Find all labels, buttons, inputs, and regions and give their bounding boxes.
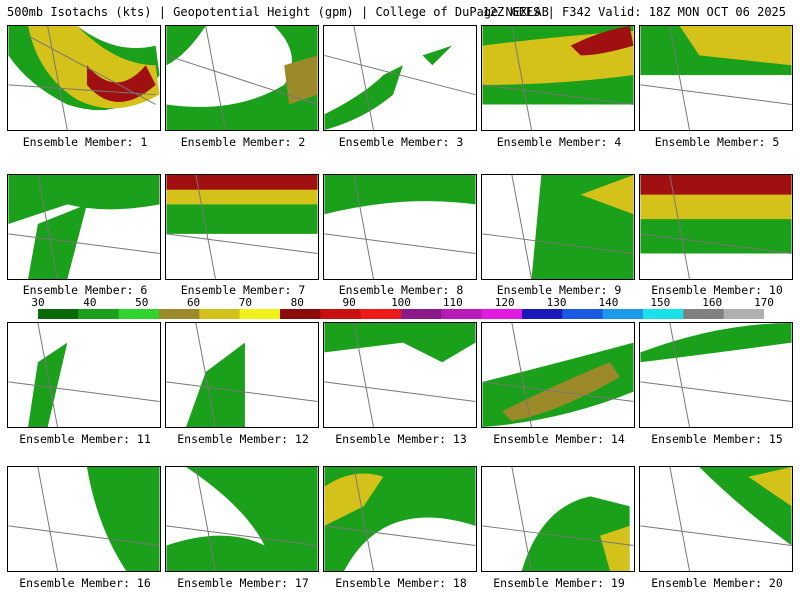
colorbar-tick-label: 70 bbox=[238, 296, 253, 309]
caption-4: Ensemble Member: 4 bbox=[496, 135, 622, 149]
header: 500mb Isotachs (kts) | Geopotential Heig… bbox=[0, 0, 800, 22]
map-panel-2[interactable] bbox=[165, 25, 319, 131]
colorbar-tick-label: 90 bbox=[342, 296, 356, 309]
map-panel-4[interactable] bbox=[481, 25, 635, 131]
caption-15: Ensemble Member: 15 bbox=[651, 432, 783, 446]
colorbar-swatch bbox=[199, 309, 241, 319]
map-panel-6[interactable] bbox=[7, 174, 161, 280]
colorbar-swatch bbox=[239, 309, 281, 319]
colorbar-swatch bbox=[280, 309, 321, 319]
caption-9: Ensemble Member: 9 bbox=[496, 283, 622, 297]
map-panel-16[interactable] bbox=[7, 466, 161, 572]
colorbar-tick-label: 50 bbox=[135, 296, 149, 309]
colorbar-swatch bbox=[643, 309, 684, 319]
map-panel-5[interactable] bbox=[639, 25, 793, 131]
map-panel-7[interactable] bbox=[165, 174, 319, 280]
caption-6: Ensemble Member: 6 bbox=[22, 283, 148, 297]
colorbar-swatch bbox=[118, 309, 160, 319]
colorbar-swatch bbox=[38, 309, 79, 319]
colorbar-swatch bbox=[522, 309, 563, 319]
caption-12: Ensemble Member: 12 bbox=[177, 432, 309, 446]
map-panel-13[interactable] bbox=[323, 322, 477, 428]
title-left: 500mb Isotachs (kts) | Geopotential Heig… bbox=[7, 5, 549, 19]
map-panel-14[interactable] bbox=[481, 322, 635, 428]
colorbar-tick-label: 120 bbox=[494, 296, 515, 309]
caption-19: Ensemble Member: 19 bbox=[493, 576, 625, 590]
colorbar-tick-label: 110 bbox=[442, 296, 463, 309]
map-panel-1[interactable] bbox=[7, 25, 161, 131]
caption-17: Ensemble Member: 17 bbox=[177, 576, 309, 590]
colorbar-swatch bbox=[562, 309, 604, 319]
caption-1: Ensemble Member: 1 bbox=[22, 135, 148, 149]
map-panel-10[interactable] bbox=[639, 174, 793, 280]
colorbar-tick-label: 170 bbox=[754, 296, 774, 309]
map-panel-18[interactable] bbox=[323, 466, 477, 572]
colorbar-tick-label: 130 bbox=[546, 296, 567, 309]
colorbar-tick-label: 40 bbox=[83, 296, 97, 309]
map-panel-11[interactable] bbox=[7, 322, 161, 428]
colorbar-swatch bbox=[159, 309, 200, 319]
caption-18: Ensemble Member: 18 bbox=[335, 576, 467, 590]
map-panel-15[interactable] bbox=[639, 322, 793, 428]
map-panel-9[interactable] bbox=[481, 174, 635, 280]
caption-2: Ensemble Member: 2 bbox=[180, 135, 306, 149]
colorbar-tick-label: 160 bbox=[702, 296, 723, 309]
colorbar-tick-label: 140 bbox=[598, 296, 619, 309]
colorbar bbox=[38, 309, 764, 319]
colorbar-tick-label: 80 bbox=[290, 296, 304, 309]
caption-3: Ensemble Member: 3 bbox=[338, 135, 464, 149]
map-panel-8[interactable] bbox=[323, 174, 477, 280]
caption-11: Ensemble Member: 11 bbox=[19, 432, 151, 446]
colorbar-swatch bbox=[320, 309, 362, 319]
caption-14: Ensemble Member: 14 bbox=[493, 432, 625, 446]
colorbar-swatch bbox=[360, 309, 402, 319]
caption-8: Ensemble Member: 8 bbox=[338, 283, 464, 297]
colorbar-swatch bbox=[401, 309, 442, 319]
map-panel-3[interactable] bbox=[323, 25, 477, 131]
caption-13: Ensemble Member: 13 bbox=[335, 432, 467, 446]
colorbar-swatch bbox=[602, 309, 644, 319]
caption-10: Ensemble Member: 10 bbox=[651, 283, 783, 297]
map-panel-12[interactable] bbox=[165, 322, 319, 428]
caption-20: Ensemble Member: 20 bbox=[651, 576, 783, 590]
colorbar-swatch bbox=[481, 309, 523, 319]
colorbar-tick-label: 100 bbox=[391, 296, 411, 309]
colorbar-swatch bbox=[683, 309, 725, 319]
colorbar-swatch bbox=[441, 309, 483, 319]
caption-7: Ensemble Member: 7 bbox=[180, 283, 306, 297]
colorbar-swatch bbox=[78, 309, 120, 319]
caption-5: Ensemble Member: 5 bbox=[654, 135, 780, 149]
colorbar-tick-label: 150 bbox=[650, 296, 671, 309]
colorbar-swatch bbox=[723, 309, 764, 319]
map-panel-19[interactable] bbox=[481, 466, 635, 572]
map-panel-20[interactable] bbox=[639, 466, 793, 572]
map-panel-17[interactable] bbox=[165, 466, 319, 572]
colorbar-tick-label: 60 bbox=[186, 296, 201, 309]
colorbar-tick-label: 30 bbox=[31, 296, 45, 309]
title-right: 12Z GEFS | F342 Valid: 18Z MON OCT 06 20… bbox=[482, 5, 786, 19]
caption-16: Ensemble Member: 16 bbox=[19, 576, 151, 590]
